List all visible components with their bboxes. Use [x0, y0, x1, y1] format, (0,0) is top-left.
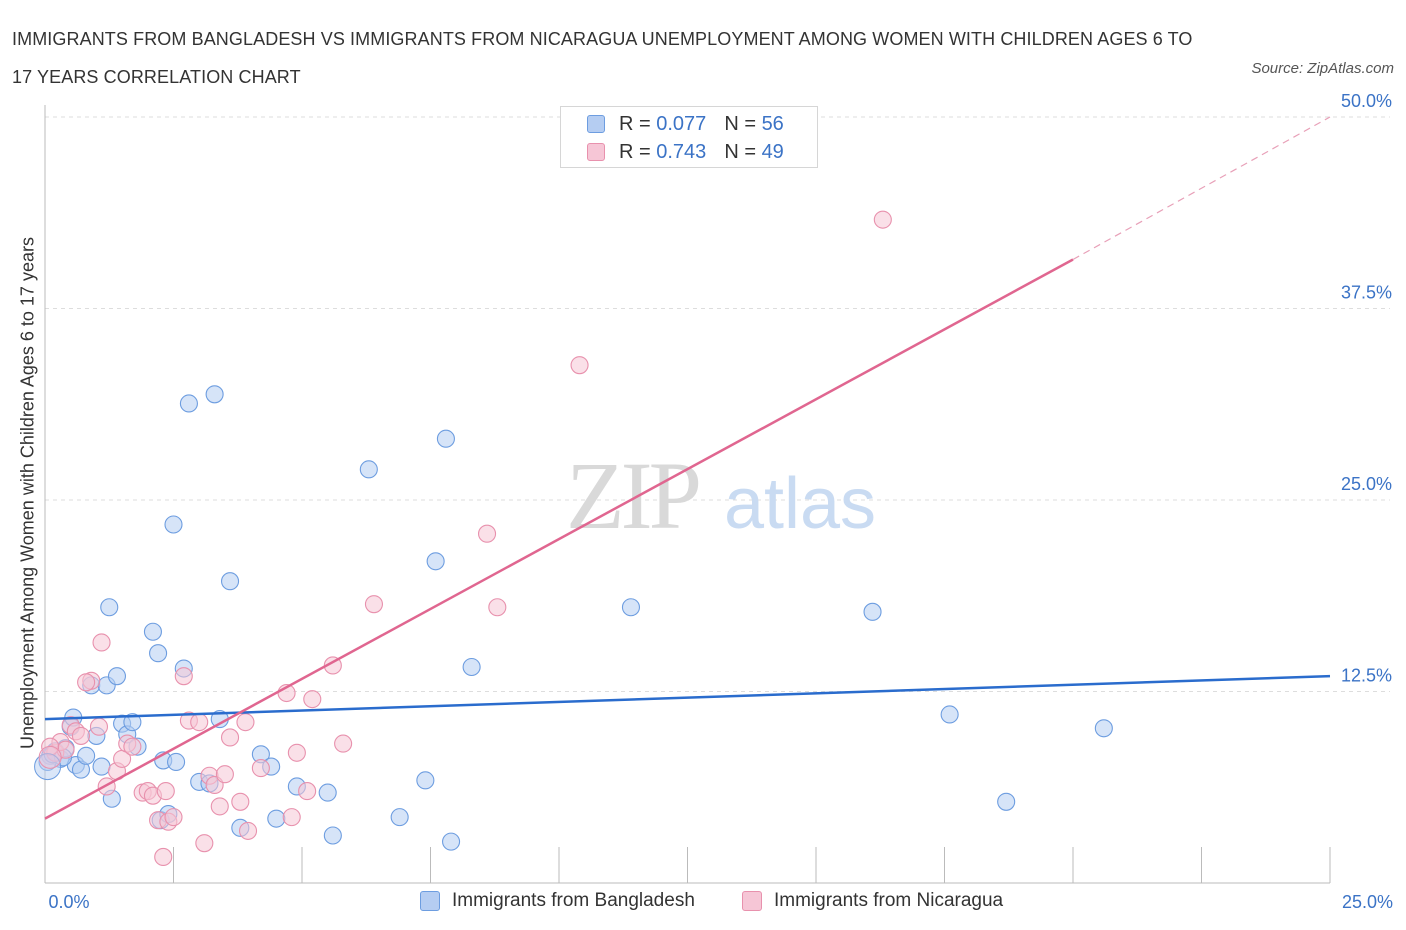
bangladesh-point [107, 667, 127, 686]
nicaragua-point [873, 210, 892, 229]
bangladesh-point [100, 598, 119, 617]
watermark-zip: ZIP [566, 442, 699, 549]
correlation-legend: R = 0.077 N = 56 R = 0.743 N = 49 [560, 106, 818, 168]
bangladesh-point [167, 752, 186, 772]
legend-n-value: 56 [761, 112, 784, 135]
bangladesh-point [1094, 719, 1113, 738]
bangladesh-point [940, 705, 959, 724]
bangladesh-point [34, 753, 62, 781]
grid-layer [45, 116, 1390, 692]
bangladesh-point [149, 644, 168, 663]
bangladesh-point [205, 385, 224, 404]
bangladesh-trend-line [44, 674, 1331, 721]
legend-n-value: 49 [761, 140, 784, 163]
nicaragua-point [570, 356, 589, 375]
trend-layer [44, 116, 1331, 820]
bangladesh-point [323, 826, 342, 845]
bangladesh-point [359, 460, 378, 479]
x-tick-label: 0.0% [48, 892, 89, 912]
nicaragua-point [488, 598, 507, 617]
nicaragua-point [92, 633, 111, 652]
bangladesh-point [164, 515, 183, 534]
series-legend-item-nicaragua[interactable]: Immigrants from Nicaragua [742, 890, 1003, 912]
nicaragua-point [190, 713, 209, 732]
legend-r-label: R = [619, 140, 651, 163]
nicaragua-point [215, 765, 234, 784]
nicaragua-point [71, 726, 91, 745]
nicaragua-point [236, 713, 255, 732]
nicaragua-point [154, 847, 173, 867]
nicaragua-trend-line [44, 258, 1074, 820]
legend-n-label: N = [724, 112, 756, 135]
bangladesh-point [462, 657, 481, 677]
nicaragua-point [251, 759, 270, 778]
x-tick-label: 25.0% [1342, 892, 1393, 912]
nicaragua-point [210, 797, 229, 816]
bangladesh-point [318, 783, 337, 802]
legend-r-value: 0.077 [656, 112, 707, 135]
nicaragua-point [231, 792, 250, 811]
bangladesh-point [416, 771, 435, 790]
nicaragua-point [123, 737, 142, 756]
y-tick-label: 37.5% [1341, 283, 1392, 303]
legend-swatch-nicaragua [587, 143, 605, 161]
series-legend: Immigrants from Bangladesh Immigrants fr… [0, 890, 1406, 916]
bangladesh-point [390, 808, 409, 827]
bangladesh-point [442, 832, 461, 851]
nicaragua-point [477, 524, 497, 543]
bangladesh-point [179, 394, 198, 413]
bangladesh-point [123, 713, 142, 732]
legend-row-bangladesh: R = 0.077 N = 56 [587, 112, 784, 136]
y-axis-title: Unemployment Among Women with Children A… [17, 237, 38, 749]
bangladesh-point [863, 602, 882, 621]
nicaragua-point [174, 667, 193, 686]
nicaragua-point [89, 717, 109, 736]
bangladesh-point [77, 746, 96, 765]
watermark: ZIP atlas [566, 442, 876, 549]
nicaragua-point [298, 782, 317, 801]
y-tick-label: 12.5% [1341, 666, 1392, 686]
bangladesh-point [92, 757, 111, 776]
series-legend-swatch-bangladesh [420, 891, 440, 911]
y-tick-label: 25.0% [1341, 474, 1392, 494]
y-tick-label: 50.0% [1341, 91, 1392, 111]
nicaragua-point [77, 673, 96, 692]
series-legend-item-bangladesh[interactable]: Immigrants from Bangladesh [420, 890, 695, 912]
chart-title: IMMIGRANTS FROM BANGLADESH VS IMMIGRANTS… [12, 29, 1193, 87]
legend-r-label: R = [619, 112, 651, 135]
source-label: Source: ZipAtlas.com [1251, 60, 1394, 77]
nicaragua-point [38, 745, 62, 769]
nicaragua-point [364, 595, 384, 614]
bangladesh-point [426, 552, 445, 571]
nicaragua-point [303, 690, 322, 709]
legend-n-label: N = [724, 140, 756, 163]
nicaragua-point [282, 808, 301, 827]
series-legend-label-nicaragua: Immigrants from Nicaragua [774, 890, 1004, 911]
bangladesh-point [267, 809, 286, 828]
series-legend-label-bangladesh: Immigrants from Bangladesh [452, 890, 695, 911]
nicaragua-point [156, 782, 175, 801]
legend-swatch-bangladesh [587, 115, 605, 133]
series-legend-swatch-nicaragua [742, 891, 762, 911]
nicaragua-point [220, 728, 240, 747]
nicaragua-point [238, 821, 258, 840]
points-layer [34, 210, 1113, 867]
tick-label-layer: 12.5% 25.0% 37.5% 50.0% 0.0% 25.0% [48, 91, 1393, 912]
legend-row-nicaragua: R = 0.743 N = 49 [587, 140, 784, 164]
nicaragua-point [164, 808, 183, 827]
bangladesh-point [997, 792, 1016, 811]
bangladesh-point [143, 622, 162, 641]
legend-r-value: 0.743 [656, 140, 707, 163]
watermark-atlas: atlas [724, 464, 876, 544]
bangladesh-point [436, 429, 455, 448]
bangladesh-point [220, 572, 240, 591]
nicaragua-point [287, 743, 306, 762]
nicaragua-point [334, 734, 353, 753]
bangladesh-point [621, 598, 641, 617]
nicaragua-point [195, 834, 214, 853]
nicaragua-trend-extension [1072, 116, 1331, 261]
